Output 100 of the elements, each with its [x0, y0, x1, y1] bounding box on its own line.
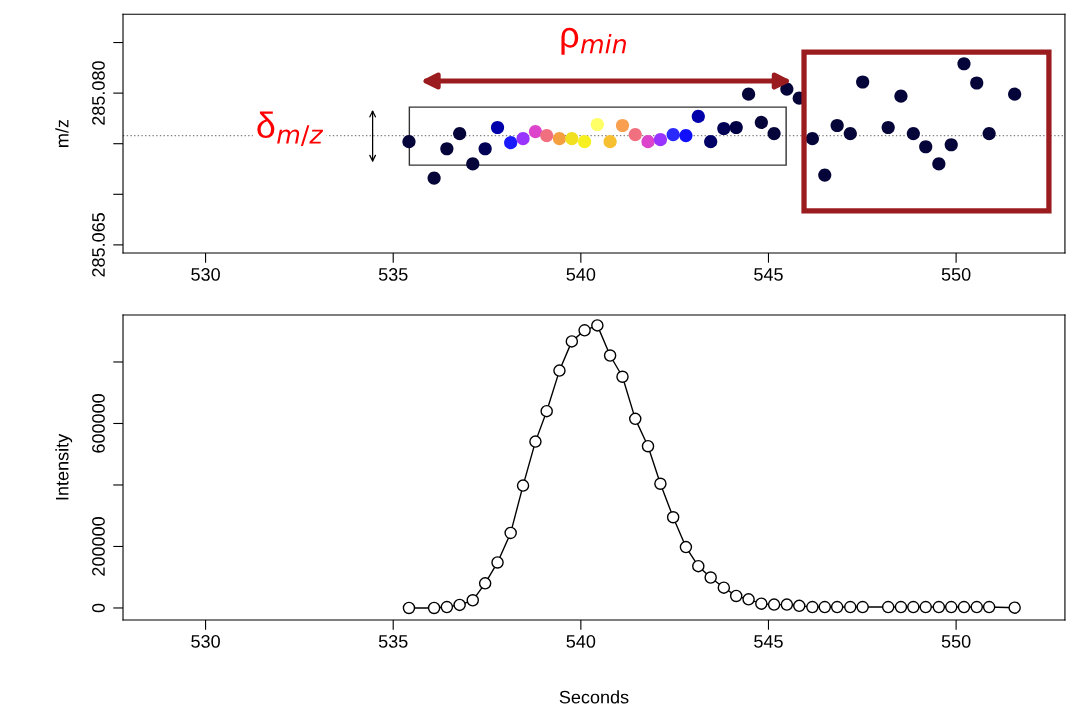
x-tick-label: 535 [378, 268, 408, 281]
point [881, 600, 895, 614]
point [654, 477, 667, 490]
point [1008, 601, 1021, 614]
point [729, 120, 743, 135]
point [844, 600, 857, 614]
point [717, 581, 731, 594]
point [440, 600, 454, 614]
point [427, 601, 441, 615]
annotation: δ$_{m/z}$ [257, 111, 324, 146]
point [692, 559, 705, 573]
point [919, 600, 932, 614]
point [957, 600, 971, 614]
point [717, 121, 731, 136]
point [565, 132, 579, 146]
point [666, 128, 680, 142]
point [792, 599, 806, 613]
point [591, 319, 604, 332]
point [755, 597, 768, 610]
point [957, 57, 971, 71]
point [516, 479, 530, 492]
point [742, 593, 755, 606]
point [603, 135, 617, 149]
point [578, 324, 591, 337]
point [540, 129, 554, 143]
point [944, 600, 958, 614]
point [691, 109, 705, 123]
point [729, 589, 743, 603]
point [806, 600, 819, 614]
point [754, 115, 768, 130]
point [767, 598, 781, 611]
point [982, 127, 996, 141]
x-tick-label: 550 [941, 635, 971, 648]
y-axis-title: Intensity [55, 433, 73, 500]
point [704, 135, 718, 149]
point [516, 132, 530, 146]
point [504, 526, 517, 540]
point [641, 135, 655, 149]
point [666, 511, 680, 524]
y-tick-label: 0 [92, 603, 105, 613]
point [919, 140, 933, 154]
point [629, 412, 642, 426]
point [894, 89, 908, 103]
point [466, 157, 480, 171]
point [590, 117, 604, 132]
point [704, 571, 717, 584]
point [932, 600, 946, 614]
point [641, 439, 655, 453]
y-tick-label: 285.080 [92, 61, 105, 125]
point [453, 598, 466, 612]
point [1008, 87, 1022, 101]
point [970, 76, 984, 90]
point [818, 168, 832, 182]
point [843, 127, 857, 141]
point [628, 128, 642, 142]
point [603, 349, 617, 362]
x-tick-label: 535 [378, 635, 408, 648]
point [529, 435, 542, 448]
x-tick-label: 530 [191, 268, 220, 281]
y-tick-label: 600000 [92, 394, 105, 453]
point [528, 124, 543, 139]
point [881, 120, 895, 135]
point [616, 370, 629, 383]
x-tick-label: 545 [754, 268, 783, 281]
point [679, 129, 693, 143]
point [402, 135, 416, 149]
y-tick-label: 200000 [92, 517, 105, 576]
point [932, 157, 946, 171]
point [615, 118, 630, 133]
point [427, 171, 441, 185]
point [907, 600, 920, 614]
point [805, 132, 819, 146]
point [565, 335, 579, 348]
y-axis-title: m/z [55, 119, 69, 147]
point [578, 135, 592, 149]
point [553, 364, 566, 377]
point [982, 600, 996, 614]
x-tick-label: 545 [754, 635, 783, 648]
point [540, 404, 553, 418]
x-tick-label: 540 [566, 635, 596, 648]
point [944, 138, 958, 152]
point [490, 120, 505, 135]
x-tick-label: 550 [941, 268, 971, 281]
point [970, 600, 983, 614]
point [402, 601, 416, 615]
point [894, 600, 908, 614]
point [466, 594, 480, 607]
point [830, 600, 844, 614]
x-axis-title: Seconds [559, 690, 629, 704]
x-tick-label: 540 [566, 268, 596, 281]
point [653, 133, 667, 147]
point [679, 540, 693, 554]
point [491, 556, 504, 569]
point [830, 118, 844, 133]
point [767, 127, 781, 141]
y-tick-label: 285.065 [92, 213, 105, 277]
point [440, 142, 454, 156]
point [478, 142, 492, 156]
point [818, 600, 832, 614]
point [478, 577, 492, 590]
